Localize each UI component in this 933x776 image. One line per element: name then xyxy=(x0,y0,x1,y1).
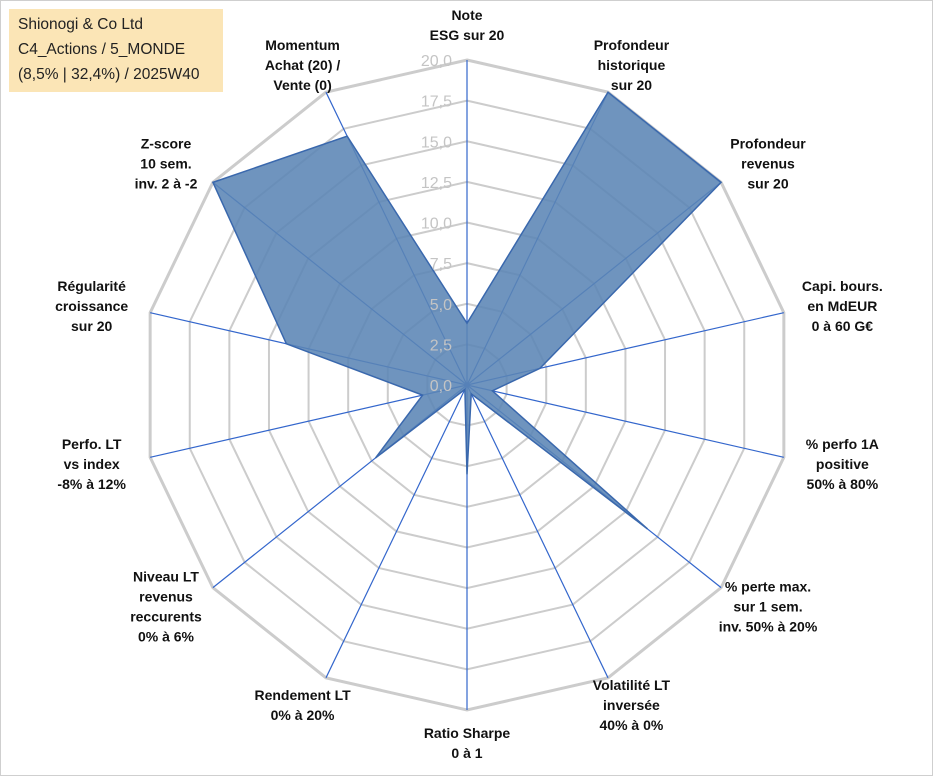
axis-label-line: Perfo. LT xyxy=(62,436,122,452)
axis-label-line: historique xyxy=(598,57,666,73)
axis-label-line: en MdEUR xyxy=(807,298,877,314)
axis-label-line: revenus xyxy=(139,588,193,604)
axis-label-line: Momentum xyxy=(265,37,340,53)
axis-label-line: Z-score xyxy=(141,136,192,152)
axis-label-line: Ratio Sharpe xyxy=(424,725,511,741)
axis-label-line: inversée xyxy=(603,697,660,713)
axis-label-line: 50% à 80% xyxy=(807,476,879,492)
axis-label-line: Régularité xyxy=(57,278,126,294)
axis-label-line: reccurents xyxy=(130,608,202,624)
series-area xyxy=(211,91,723,530)
radar-axis-labels: Note ESG sur 20 Profondeur historique sur 20… xyxy=(55,7,883,761)
axis-label-line: inv. 2 à -2 xyxy=(135,176,198,192)
tick-label: 17,5 xyxy=(421,94,452,111)
tick-label: 15,0 xyxy=(421,134,452,151)
radar-series xyxy=(211,91,723,530)
axis-label-line: sur 20 xyxy=(71,318,112,334)
axis-label-line: Profondeur xyxy=(594,37,670,53)
axis-label-line: 0 à 1 xyxy=(451,745,482,761)
title-line-stats: (8,5% | 32,4%) / 2025W40 xyxy=(18,66,200,83)
axis-label-line: % perte max. xyxy=(725,578,811,594)
axis-label: Régularité croissance sur 20 xyxy=(55,278,128,334)
axis-label-line: croissance xyxy=(55,298,128,314)
axis-label-line: Niveau LT xyxy=(133,568,199,584)
axis-label-line: 0% à 6% xyxy=(138,628,195,644)
axis-spoke xyxy=(466,384,609,679)
tick-label: 12,5 xyxy=(421,175,452,192)
axis-spoke xyxy=(325,384,468,679)
axis-label-line: 40% à 0% xyxy=(600,717,664,733)
axis-spoke xyxy=(150,384,468,458)
axis-label: % perfo 1A positive 50% à 80% xyxy=(806,436,879,492)
axis-label-line: inv. 50% à 20% xyxy=(719,618,818,634)
axis-label-line: revenus xyxy=(741,156,795,172)
axis-spoke xyxy=(466,384,784,458)
axis-label-line: Capi. bours. xyxy=(802,278,883,294)
title-line-category: C4_Actions / 5_MONDE xyxy=(18,41,186,58)
axis-label-line: Rendement LT xyxy=(254,687,351,703)
axis-label-line: 0 à 60 G€ xyxy=(812,318,874,334)
title-box: Shionogi & Co Ltd C4_Actions / 5_MONDE (… xyxy=(9,9,223,92)
axis-label: Perfo. LT vs index -8% à 12% xyxy=(57,436,126,492)
axis-label-line: sur 20 xyxy=(747,176,788,192)
axis-label-line: -8% à 12% xyxy=(57,476,126,492)
tick-label: 20,0 xyxy=(421,53,452,70)
axis-label-line: ESG sur 20 xyxy=(430,27,505,43)
axis-label: Profondeur revenus sur 20 xyxy=(730,136,806,192)
axis-label-line: vs index xyxy=(64,456,120,472)
axis-label-line: Achat (20) / xyxy=(265,57,341,73)
title-line-company: Shionogi & Co Ltd xyxy=(18,16,143,33)
radar-tick-labels: 0,0 2,5 5,0 7,5 10,0 12,5 15,0 17,5 20,0 xyxy=(421,53,452,395)
axis-label: Rendement LT 0% à 20% xyxy=(254,687,351,723)
axis-label-line: Profondeur xyxy=(730,136,806,152)
tick-label: 0,0 xyxy=(430,378,452,395)
axis-label: Volatilité LT inversée 40% à 0% xyxy=(593,677,671,733)
tick-label: 5,0 xyxy=(430,297,452,314)
axis-label-line: % perfo 1A xyxy=(806,436,879,452)
axis-label: Z-score 10 sem. inv. 2 à -2 xyxy=(135,136,198,192)
axis-label-line: 0% à 20% xyxy=(271,707,335,723)
tick-label: 10,0 xyxy=(421,216,452,233)
tick-label: 7,5 xyxy=(430,256,452,273)
axis-label: Ratio Sharpe 0 à 1 xyxy=(424,725,511,761)
axis-label-line: Note xyxy=(451,7,482,23)
axis-label: Note ESG sur 20 xyxy=(430,7,505,43)
axis-label-line: positive xyxy=(816,456,869,472)
axis-label: Profondeur historique sur 20 xyxy=(594,37,670,93)
axis-label-line: 10 sem. xyxy=(140,156,191,172)
axis-label: % perte max. sur 1 sem. inv. 50% à 20% xyxy=(719,578,818,634)
axis-label: Niveau LT revenus reccurents 0% à 6% xyxy=(130,568,202,644)
axis-label: Capi. bours. en MdEUR 0 à 60 G€ xyxy=(802,278,883,334)
axis-label-line: Vente (0) xyxy=(273,77,331,93)
axis-label: Momentum Achat (20) / Vente (0) xyxy=(265,37,341,93)
axis-label-line: sur 20 xyxy=(611,77,652,93)
axis-label-line: Volatilité LT xyxy=(593,677,671,693)
tick-label: 2,5 xyxy=(430,337,452,354)
axis-label-line: sur 1 sem. xyxy=(733,598,802,614)
